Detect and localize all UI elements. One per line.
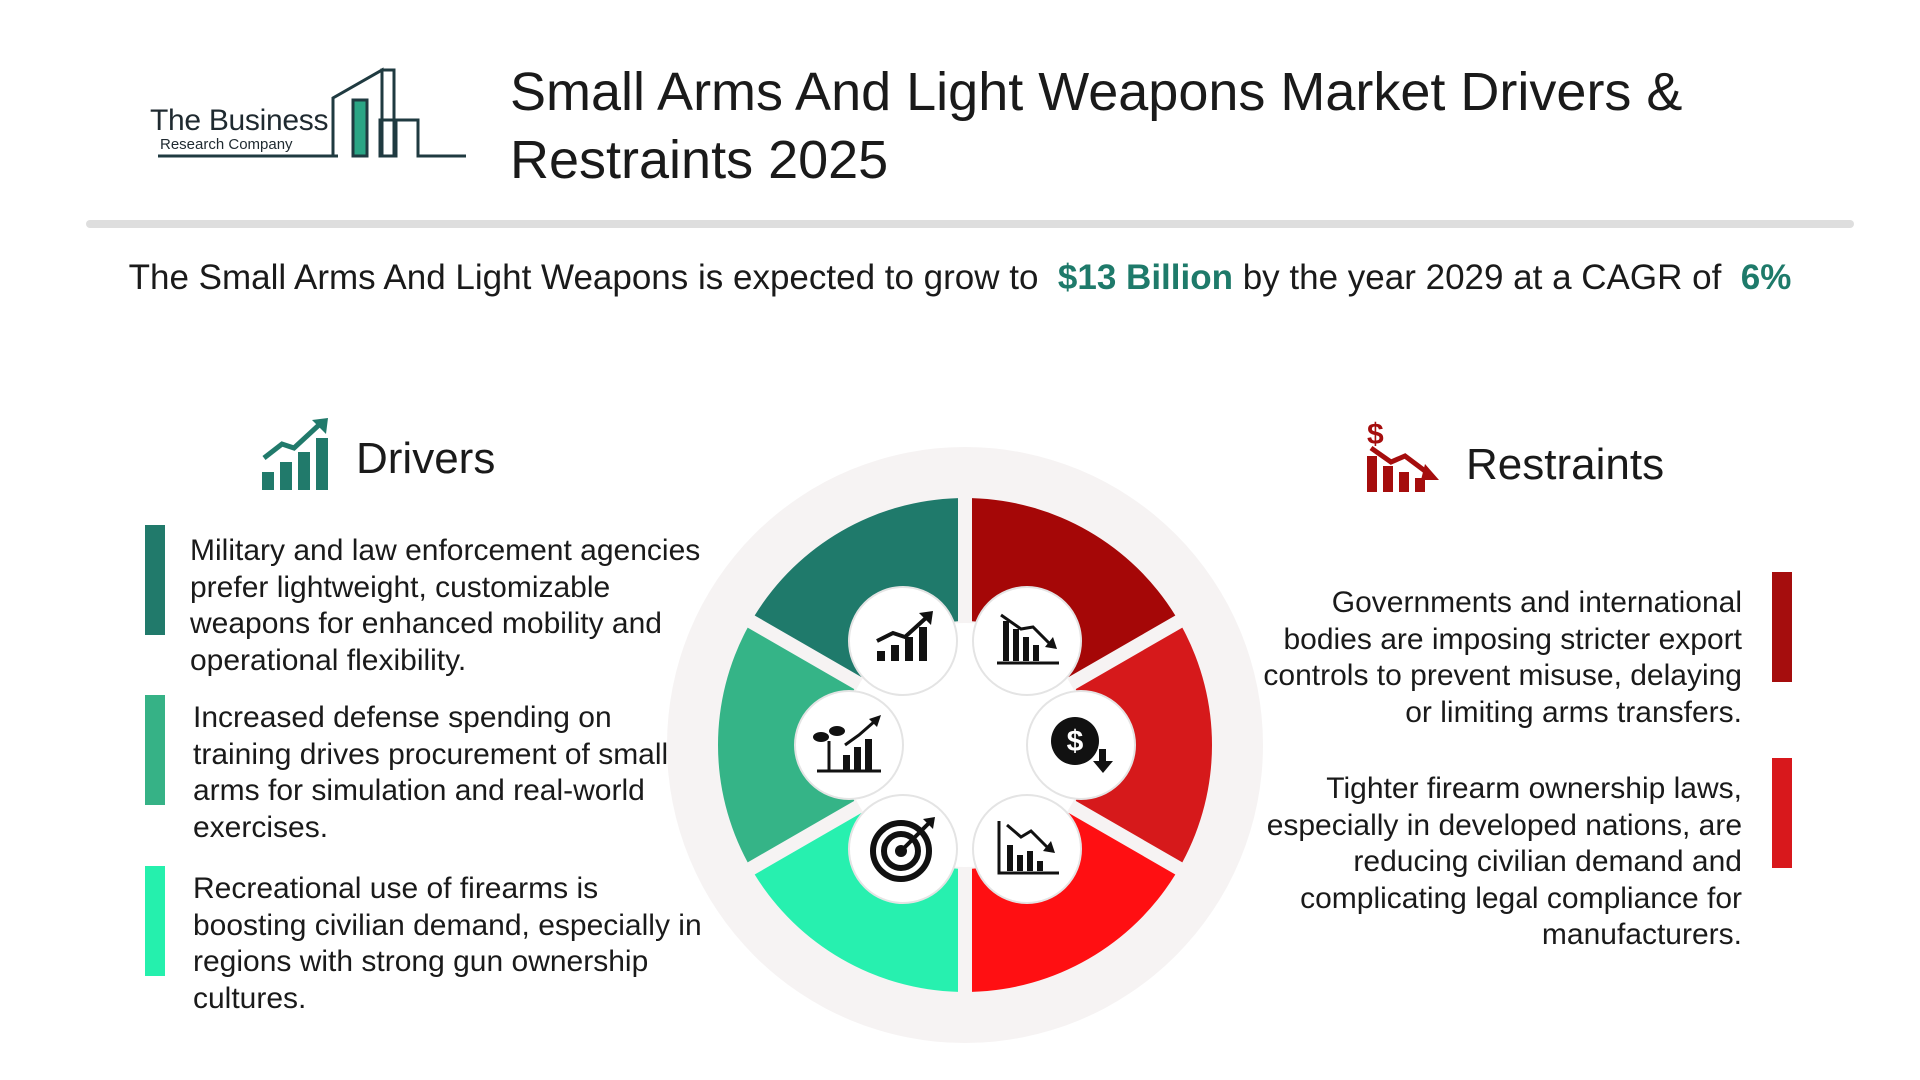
- segment-restraint-2: [1075, 627, 1212, 863]
- plant-growth-chart-icon: [813, 715, 881, 773]
- segment-driver-2: [718, 627, 855, 863]
- driver-3-text: Recreational use of firearms is boosting…: [193, 872, 702, 1015]
- driver-2-text: Increased defense spending on training d…: [193, 701, 669, 844]
- drivers-heading: Drivers: [356, 434, 496, 483]
- declining-bar-chart-icon: [997, 613, 1059, 665]
- rising-bar-chart-icon: [876, 611, 933, 661]
- logo-line-2: Research Company: [160, 136, 293, 153]
- svg-text:$: $: [1367, 418, 1384, 451]
- dollar-decline-icon: $: [1367, 418, 1439, 492]
- driver-2-bar: [145, 695, 165, 805]
- market-summary: The Small Arms And Light Weapons is expe…: [0, 258, 1920, 298]
- restraint-2-text: Tighter firearm ownership laws, especial…: [1266, 772, 1742, 951]
- summary-prefix: The Small Arms And Light Weapons is expe…: [128, 258, 1039, 297]
- icon-circle-plant-chart: [794, 690, 904, 800]
- driver-1-text: Military and law enforcement agencies pr…: [190, 534, 701, 677]
- restraints-heading: Restraints: [1466, 440, 1665, 489]
- company-logo: The Business Research Company: [148, 60, 468, 170]
- icon-circle-falling-chart: [972, 794, 1082, 904]
- logo-building-icon: [158, 67, 466, 158]
- target-icon: [870, 817, 935, 882]
- drivers-restraints-wheel: $: [667, 447, 1263, 1043]
- restraint-1-bar: [1772, 572, 1792, 682]
- restraint-2-bar: [1772, 758, 1792, 868]
- falling-chart-icon: [997, 821, 1059, 875]
- driver-3-bar: [145, 866, 165, 976]
- summary-middle: by the year 2029 at a CAGR of: [1242, 258, 1722, 297]
- restraint-1-text: Governments and international bodies are…: [1263, 586, 1742, 729]
- driver-1-bar: [145, 525, 165, 635]
- growth-chart-icon: [262, 418, 328, 490]
- market-value: $13 Billion: [1057, 258, 1233, 297]
- logo-line-1: The Business: [150, 104, 329, 137]
- page-title: Small Arms And Light Weapons Market Driv…: [510, 62, 1683, 190]
- header-divider: [86, 220, 1854, 228]
- cagr-value: 6%: [1740, 258, 1792, 297]
- dollar-down-icon: $: [1051, 717, 1113, 773]
- icon-circle-rising-chart: [848, 586, 958, 696]
- svg-text:$: $: [1067, 725, 1084, 758]
